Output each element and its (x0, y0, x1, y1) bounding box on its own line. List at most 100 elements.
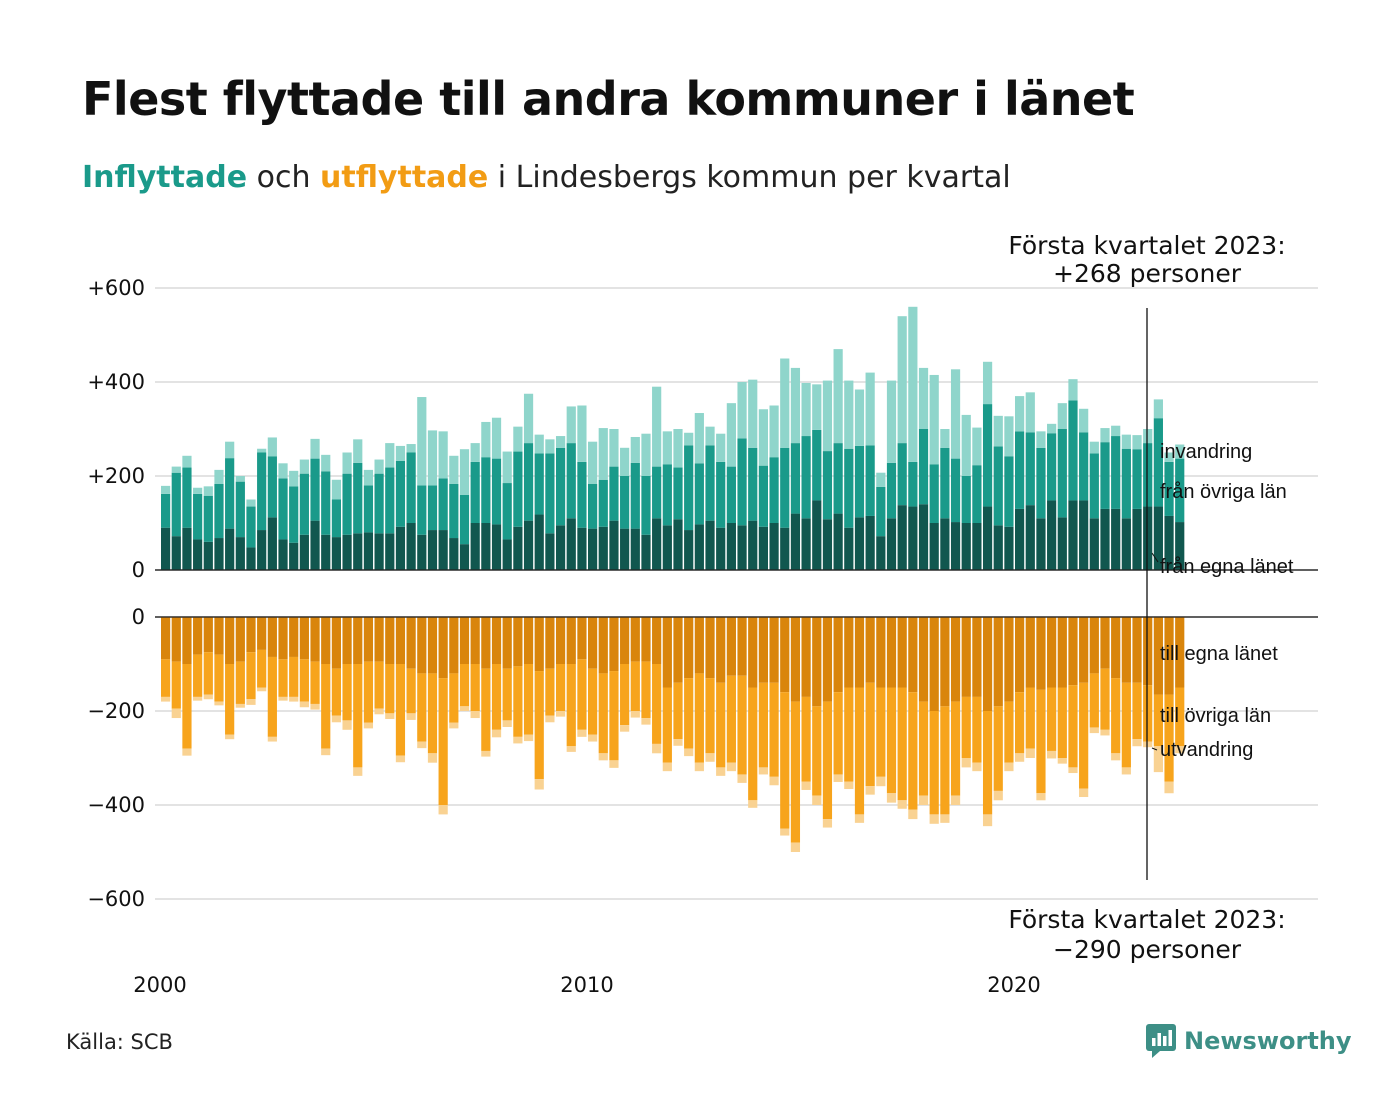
inflow-bar-invandring (1089, 441, 1099, 454)
inflow-bar-från-egna-länet (1089, 518, 1099, 570)
inflow-bar-från-övriga-län (598, 479, 608, 527)
inflow-bar-invandring (406, 444, 416, 453)
inflow-bar-från-egna-länet (844, 527, 854, 570)
outflow-bar-till-egna-länet (684, 617, 694, 679)
inflow-bar-invandring (1015, 396, 1025, 432)
migration-chart: +600 +400 +200 0 0 −200 −400 −600 2000 2010 2020 Fö… (87, 231, 1318, 997)
inflow-bar-från-övriga-län (822, 451, 833, 520)
inflow-bar-invandring (299, 459, 309, 474)
inflow-bar-från-egna-länet (1164, 515, 1174, 570)
outflow-bar-till-egna-länet (801, 617, 811, 697)
upper-y-tick-label: 0 (132, 558, 145, 582)
outflow-bar-till-övriga-län (790, 701, 801, 843)
inflow-bar-från-övriga-län (299, 473, 309, 535)
inflow-bar-från-egna-länet (940, 518, 950, 570)
label-leader-line (1151, 552, 1159, 563)
chart-title: Flest flyttade till andra kommuner i län… (82, 72, 1135, 126)
inflow-bar-invandring (235, 476, 245, 482)
outflow-bar-till-övriga-län (609, 671, 619, 761)
outflow-bar-till-övriga-län (203, 652, 213, 695)
lower-y-tick-label: −200 (87, 699, 145, 723)
outflow-bar-till-egna-länet (555, 617, 566, 664)
subtitle-rest: i Lindesbergs kommun per kvartal (488, 160, 1011, 195)
outflow-bar-till-övriga-län (246, 652, 256, 700)
inflow-bar-invandring (662, 431, 672, 465)
inflow-bar-från-egna-länet (267, 517, 277, 570)
outflow-bar-utvandring (1164, 781, 1174, 794)
outflow-bar-till-egna-länet (598, 617, 608, 674)
outflow-bar-till-egna-länet (982, 617, 993, 711)
outflow-bar-utvandring (588, 734, 598, 742)
inflow-bar-från-övriga-län (652, 466, 662, 519)
outflow-bar-till-övriga-län (1100, 668, 1110, 730)
outflow-bar-utvandring (1121, 767, 1131, 775)
inflow-bar-från-övriga-län (1089, 453, 1099, 519)
outflow-bar-till-egna-länet (812, 617, 822, 707)
inflow-bar-från-övriga-län (257, 452, 267, 531)
inflow-bar-invandring (555, 436, 566, 448)
outflow-bar-utvandring (641, 718, 651, 725)
inflow-bar-invandring (1153, 399, 1163, 419)
inflow-bar-från-övriga-län (801, 436, 811, 519)
inflow-bar-invandring (673, 429, 683, 468)
inflow-bar-från-övriga-län (577, 461, 587, 528)
inflow-bar-från-övriga-län (470, 461, 480, 523)
outflow-bar-utvandring (353, 767, 363, 776)
inflow-bar-invandring (374, 459, 384, 474)
outflow-bar-till-egna-länet (353, 617, 363, 664)
inflow-bar-invandring (1057, 403, 1067, 429)
outflow-bar-till-egna-länet (1004, 617, 1014, 702)
outflow-bar-till-övriga-län (363, 661, 374, 723)
outflow-bar-till-övriga-län (278, 659, 288, 697)
outflow-bar-till-egna-länet (940, 617, 950, 707)
outflow-bar-till-övriga-län (353, 664, 363, 768)
outflow-bar-till-egna-länet (225, 617, 235, 664)
outflow-bar-utvandring (438, 805, 448, 815)
outflow-bar-till-egna-länet (588, 617, 598, 669)
inflow-bar-från-övriga-län (1175, 458, 1185, 523)
outflow-bar-utvandring (918, 795, 929, 805)
outflow-bar-till-egna-länet (716, 617, 726, 683)
outflow-bar-utvandring (854, 814, 865, 823)
outflow-bar-till-övriga-län (780, 692, 790, 829)
outflow-bar-utvandring (684, 748, 694, 757)
inflow-bar-från-egna-länet (577, 527, 587, 570)
inflow-bar-från-egna-länet (427, 530, 438, 570)
inflow-bar-från-egna-länet (1079, 500, 1089, 570)
inflow-bar-från-övriga-län (214, 483, 224, 539)
outflow-bar-utvandring (225, 734, 235, 740)
inflow-bar-från-egna-länet (481, 523, 491, 570)
outflow-bar-utvandring (406, 713, 416, 720)
inflow-bar-invandring (748, 379, 758, 448)
outflow-bar-till-övriga-län (652, 664, 662, 744)
inflow-bar-invandring (598, 428, 608, 480)
outflow-bar-till-övriga-län (577, 659, 587, 730)
outflow-bar-till-egna-länet (331, 617, 341, 669)
inflow-bar-från-övriga-län (1079, 432, 1089, 501)
inflow-bar-från-egna-länet (299, 534, 309, 570)
outflow-bar-till-övriga-län (374, 661, 384, 709)
inflow-bar-från-övriga-län (1143, 443, 1153, 507)
inflow-bar-invandring (395, 445, 406, 461)
outflow-bar-utvandring (1068, 767, 1078, 774)
inflow-bar-från-egna-länet (1068, 500, 1078, 570)
outflow-bar-till-övriga-län (545, 668, 555, 716)
inflow-bar-invandring (961, 414, 971, 476)
outflow-bar-utvandring (812, 795, 822, 805)
brand-name: Newsworthy (1184, 1027, 1352, 1055)
outflow-bar-till-egna-länet (1036, 617, 1046, 690)
outflow-bar-till-övriga-län (1164, 694, 1174, 782)
inflow-bar-invandring (940, 429, 950, 448)
outflow-bar-till-egna-länet (278, 617, 288, 660)
outflow-bar-utvandring (566, 746, 576, 752)
outflow-bar-till-övriga-län (993, 706, 1003, 791)
outflow-bar-till-övriga-län (1036, 689, 1046, 794)
outflow-bar-till-egna-länet (374, 617, 384, 662)
inflow-bar-från-egna-länet (726, 523, 736, 570)
inflow-bar-från-egna-länet (833, 513, 843, 570)
outflow-bar-till-egna-länet (417, 617, 427, 674)
outflow-bar-till-egna-länet (534, 617, 544, 672)
inflow-bar-invandring (780, 358, 790, 448)
outflow-bar-till-övriga-län (459, 664, 470, 707)
inflow-bar-invandring (566, 406, 576, 444)
